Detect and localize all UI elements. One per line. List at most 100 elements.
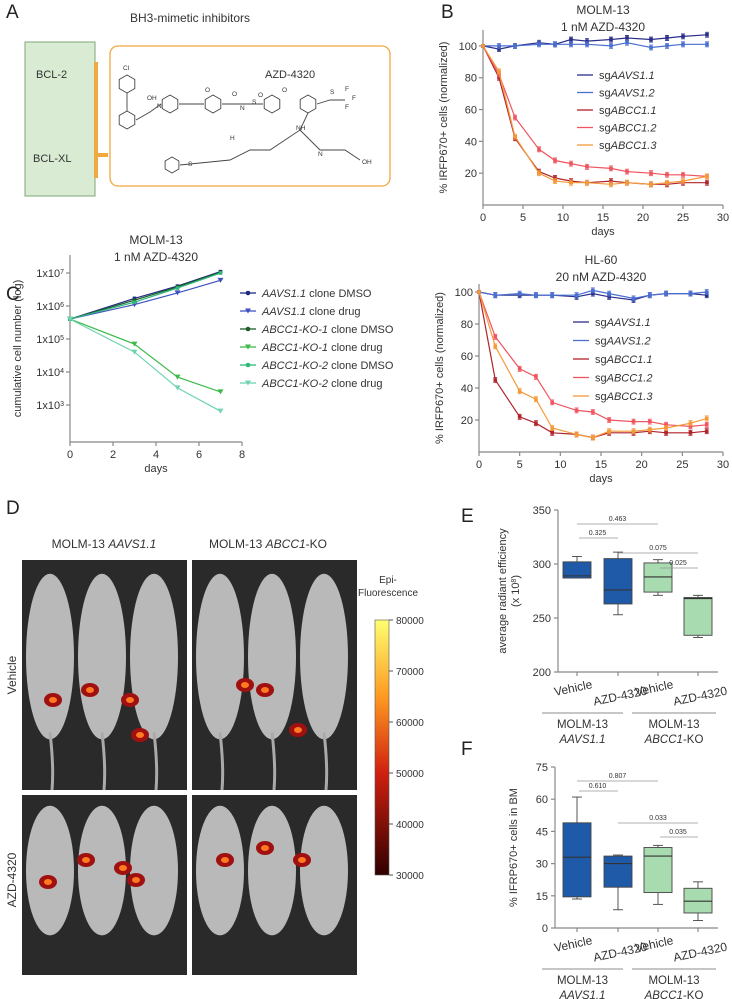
colorbar-tick-label: 70000 (396, 667, 424, 678)
error-bar (585, 179, 589, 186)
text-span: 1x10 (36, 334, 60, 346)
ring (204, 94, 222, 114)
error-bar (665, 35, 669, 41)
chart-title: 1 nM AZD-4320 (114, 250, 198, 264)
panel-e-boxplot: 200 250 300 350 average radiant efficiency (x… (497, 505, 729, 746)
y-tick-label: 200 (533, 667, 551, 679)
y-tick-label: 250 (533, 613, 551, 625)
series-line (69, 318, 221, 412)
error-bar (665, 179, 669, 186)
text-span: ABCC1-KO-2 (261, 360, 328, 372)
atom-label: O (282, 87, 287, 94)
error-bar (705, 31, 709, 38)
panel-letter-e: E (461, 506, 474, 527)
text-span: MOLM-13 (209, 537, 266, 551)
error-bar (533, 292, 538, 299)
legend-label: sgABCC1.3 (595, 391, 653, 403)
drug-name: AZD-4320 (265, 69, 315, 81)
group-label-line2: ABCC1-KO (644, 734, 704, 746)
box (603, 558, 633, 605)
data-point (175, 286, 180, 290)
text-span: 4 (60, 368, 64, 375)
legend-label: sgAAVS1.2 (595, 336, 651, 348)
group-label-line2: AAVS1.1 (558, 734, 605, 746)
x-tick-label: 4 (153, 449, 159, 461)
fluorescence-core (241, 682, 249, 688)
fluorescence-core (132, 877, 140, 883)
text-span: MOLM-13 (52, 537, 109, 551)
error-bar (569, 160, 573, 167)
error-bar (513, 114, 517, 121)
text-span: sg (599, 140, 611, 152)
fluorescence-core (221, 857, 229, 863)
mouse-body (300, 805, 348, 936)
error-bar (553, 41, 557, 48)
data-point (477, 290, 481, 294)
x-tick-label: 5 (517, 459, 523, 471)
data-point (132, 300, 137, 305)
y-axis-label: % IRFP670+ cells (normalized) (434, 292, 446, 444)
y-tick-label: 80 (465, 73, 477, 85)
x-tick-label: 30 (717, 459, 729, 471)
panel-f-boxplot: 0 15 30 45 60 75 % IFRP670+ cells in BM Vehicle… (508, 762, 729, 999)
error-bar (705, 179, 709, 186)
data-point (481, 44, 485, 48)
group-label-line2: AAVS1.1 (558, 990, 605, 999)
atom-label: F (345, 86, 349, 93)
mouse-tail (48, 732, 55, 791)
error-bar (517, 388, 522, 395)
error-bar (649, 44, 653, 51)
error-bar (590, 287, 595, 294)
x-tick-label: 0 (476, 459, 482, 471)
pvalue-label: 0.035 (669, 829, 687, 836)
drug-box (109, 45, 391, 187)
error-bar (647, 292, 652, 299)
legend-label: sgABCC1.3 (599, 140, 657, 152)
y-tick-label: 20 (465, 168, 477, 180)
error-bar (517, 290, 522, 297)
legend-label: sgABCC1.2 (599, 123, 656, 135)
x-axis-label: days (589, 473, 613, 485)
text-span: 3 (60, 401, 64, 408)
panel-letter-d: D (6, 498, 20, 519)
pvalue-label: 0.033 (649, 815, 667, 822)
fluorescence-core (119, 865, 127, 871)
group-label-line1: MOLM-13 (648, 975, 699, 987)
box (643, 847, 673, 894)
text-span: AAVS1.2 (606, 336, 651, 348)
x-tick-label: 25 (676, 459, 688, 471)
y-tick-label: 1x103 (36, 400, 64, 412)
error-bar (704, 421, 709, 428)
data-point (174, 385, 181, 391)
panel-letter-a: A (6, 2, 19, 23)
text-span: 1x10 (36, 268, 60, 280)
error-bar (665, 43, 669, 49)
x-tick-label: 5 (520, 212, 526, 224)
mouse-body (248, 805, 296, 936)
text-span: ABCC1.3 (606, 391, 654, 403)
legend-marker (245, 326, 251, 332)
fluorescence-core (82, 857, 90, 863)
x-tick-label: 10 (554, 459, 566, 471)
colorbar-title: Epi- (379, 575, 397, 586)
x-tick-label: 30 (717, 212, 729, 224)
group-label-line1: MOLM-13 (648, 719, 699, 731)
axis-lines (69, 255, 242, 443)
data-point (218, 271, 223, 275)
y-tick-label: 20 (461, 415, 473, 427)
error-bar (533, 396, 538, 403)
text-span: 6 (60, 302, 64, 309)
pvalue-label: 0.807 (609, 773, 627, 780)
colorbar-tick-label: 80000 (396, 616, 424, 627)
y-tick-label: 100 (455, 287, 473, 299)
y-axis-label: average radiant efficiency (497, 528, 509, 654)
error-bar (625, 168, 629, 175)
y-tick-label: 1x105 (36, 334, 64, 346)
x-tick-label: 2 (110, 449, 116, 461)
panel-b-top-chart: MOLM-13 1 nM AZD-4320 0 5 10 15 20 25 30 20 40 60 80… (438, 3, 729, 238)
text-span: -KO (683, 734, 704, 746)
text-span: AAVS1.2 (610, 88, 655, 100)
error-bar (493, 377, 498, 383)
